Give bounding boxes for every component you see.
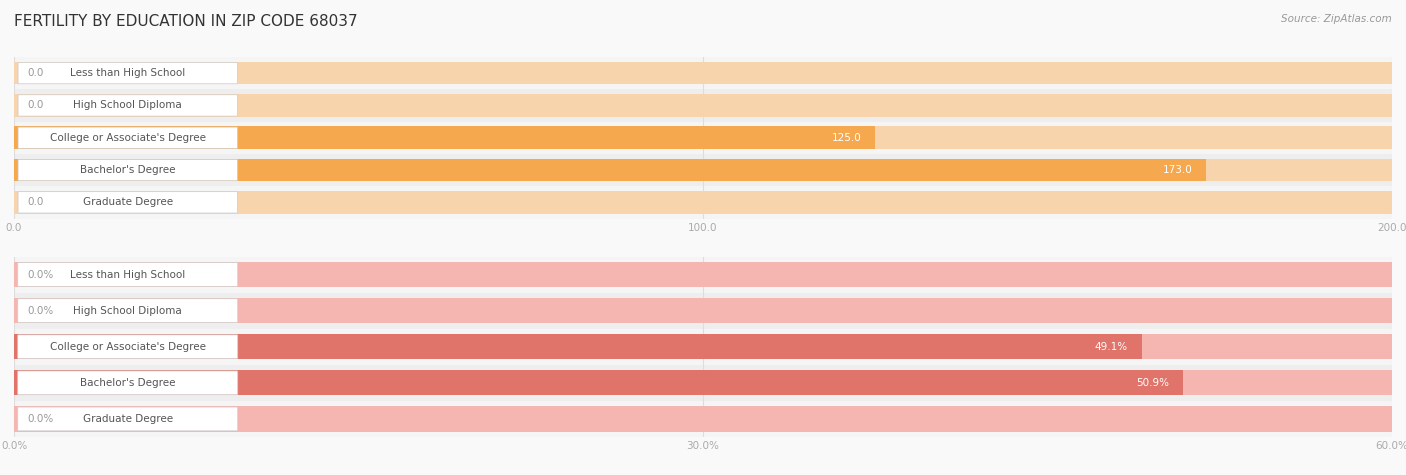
FancyBboxPatch shape [18,299,238,323]
Bar [14,365,1392,401]
FancyBboxPatch shape [18,192,238,213]
Bar [14,154,1392,186]
Text: College or Associate's Degree: College or Associate's Degree [49,342,205,352]
Text: Bachelor's Degree: Bachelor's Degree [80,378,176,388]
Bar [14,191,1392,214]
Bar [14,329,1392,365]
FancyBboxPatch shape [18,63,238,84]
Bar [14,89,1392,122]
Text: 49.1%: 49.1% [1095,342,1128,352]
Text: College or Associate's Degree: College or Associate's Degree [49,133,205,143]
Bar [14,57,1392,89]
FancyBboxPatch shape [18,160,238,180]
Text: 0.0%: 0.0% [28,414,53,424]
Bar [14,298,1392,323]
Text: Graduate Degree: Graduate Degree [83,197,173,208]
Bar [14,126,1392,149]
Bar [14,122,1392,154]
Bar [14,370,1392,396]
Text: 125.0: 125.0 [832,133,862,143]
Text: 50.9%: 50.9% [1136,378,1170,388]
FancyBboxPatch shape [18,95,238,116]
Bar [14,94,1392,117]
FancyBboxPatch shape [18,335,238,359]
FancyBboxPatch shape [18,407,238,431]
Text: High School Diploma: High School Diploma [73,305,183,316]
Text: Source: ZipAtlas.com: Source: ZipAtlas.com [1281,14,1392,24]
Text: Bachelor's Degree: Bachelor's Degree [80,165,176,175]
Text: Less than High School: Less than High School [70,68,186,78]
FancyBboxPatch shape [18,371,238,395]
Bar [14,159,1206,181]
Text: 0.0: 0.0 [28,68,44,78]
Text: FERTILITY BY EDUCATION IN ZIP CODE 68037: FERTILITY BY EDUCATION IN ZIP CODE 68037 [14,14,357,29]
Bar [14,334,1142,360]
Text: High School Diploma: High School Diploma [73,100,183,111]
Bar [14,256,1392,293]
Bar [14,186,1392,219]
Text: 0.0: 0.0 [28,100,44,111]
Bar [14,370,1182,396]
Text: Less than High School: Less than High School [70,269,186,280]
Bar [14,401,1392,437]
Bar [14,334,1392,360]
Bar [14,62,1392,85]
Text: 0.0%: 0.0% [28,305,53,316]
Bar [14,126,876,149]
Bar [14,406,1392,432]
Text: Graduate Degree: Graduate Degree [83,414,173,424]
Bar [14,262,1392,287]
Bar [14,293,1392,329]
Bar [14,159,1392,181]
FancyBboxPatch shape [18,127,238,148]
Text: 173.0: 173.0 [1163,165,1192,175]
Text: 0.0%: 0.0% [28,269,53,280]
Text: 0.0: 0.0 [28,197,44,208]
FancyBboxPatch shape [18,263,238,286]
